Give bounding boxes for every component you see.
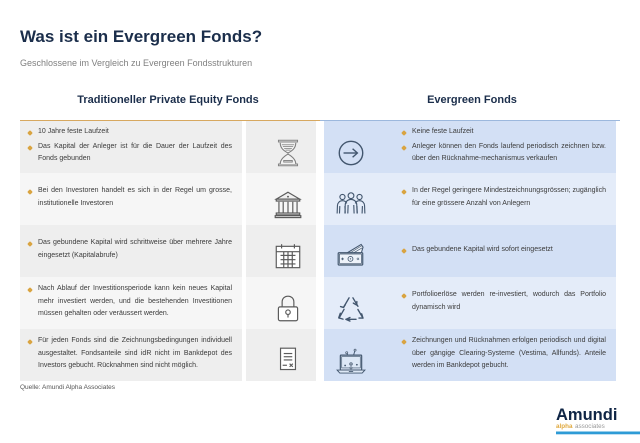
svg-text:associates: associates — [575, 423, 605, 430]
svg-text:alpha: alpha — [556, 423, 573, 430]
svg-text:Amundi: Amundi — [556, 406, 617, 424]
